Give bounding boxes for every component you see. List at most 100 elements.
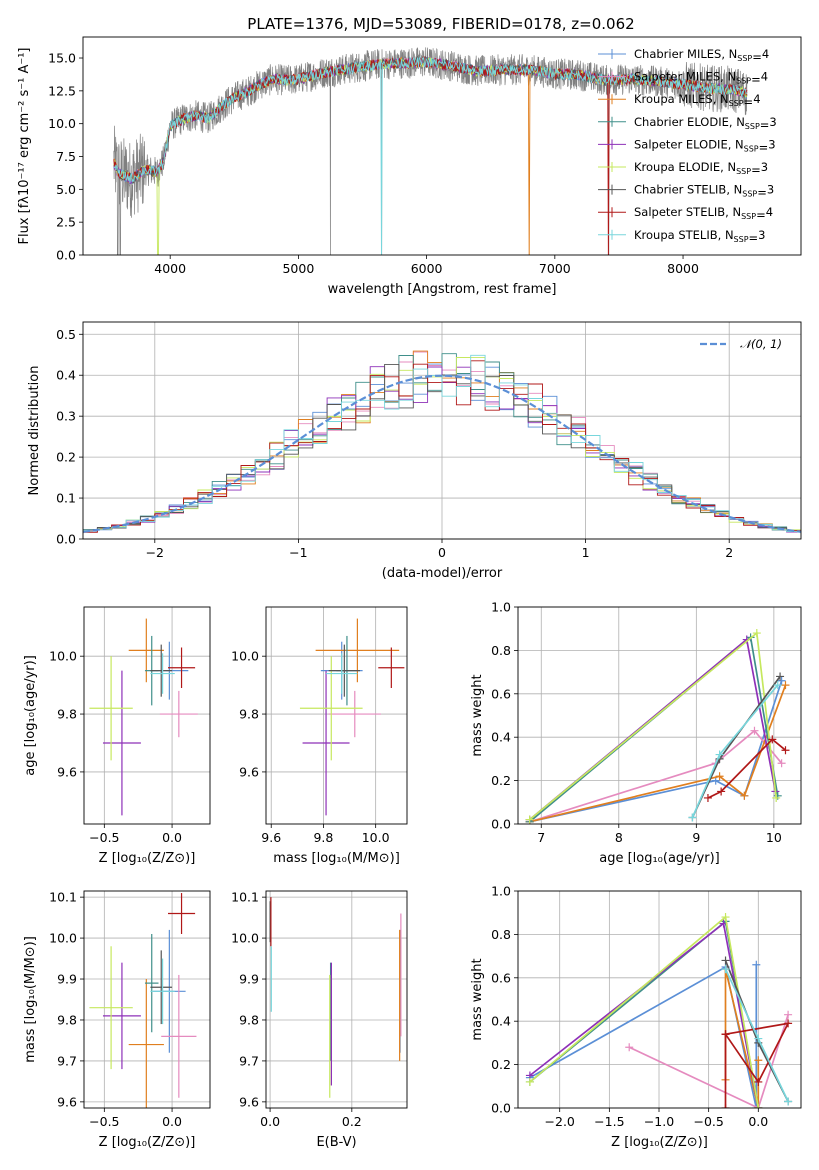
residual-histogram-9 bbox=[83, 354, 801, 533]
x-tick-label: 0 bbox=[438, 545, 446, 560]
x-tick-label: 4000 bbox=[154, 261, 186, 276]
y-axis-label: mass weight bbox=[470, 958, 485, 1040]
legend-n-ssp: 3 bbox=[767, 183, 774, 197]
x-axis-label: E(B-V) bbox=[316, 1135, 356, 1150]
mass-weight-marker-9 bbox=[784, 1097, 793, 1106]
mass-weight-marker-1 bbox=[777, 676, 786, 685]
x-tick-label: −2 bbox=[146, 545, 164, 560]
legend-model-name: Kroupa STELIB bbox=[634, 228, 718, 242]
y-tick-label: 0.0 bbox=[56, 248, 76, 263]
x-axis-label: Z [log₁₀(Z/Z⊙)] bbox=[611, 1135, 708, 1150]
axes-frame bbox=[265, 606, 408, 825]
mass-weight-line-1 bbox=[529, 680, 783, 823]
y-tick-label: 9.8 bbox=[239, 1012, 259, 1027]
legend-ssp-subscript: SSP bbox=[745, 122, 760, 131]
panel-spectrum: 4000 5000 6000 7000 8000 0.0 2.5 5.0 7.5 10.0 12.5… bbox=[17, 36, 802, 297]
legend-n-symbol: N bbox=[725, 228, 734, 242]
y-tick-label: 1.0 bbox=[491, 884, 511, 899]
x-tick-label: 7 bbox=[537, 830, 545, 845]
mass-weight-marker-3 bbox=[740, 791, 749, 800]
mass-weight-marker-2 bbox=[750, 726, 759, 735]
x-tick-label: 0.0 bbox=[162, 830, 182, 845]
mass-weight-marker-8 bbox=[754, 1077, 763, 1086]
x-tick-label: 2 bbox=[725, 545, 733, 560]
y-tick-label: 0.5 bbox=[56, 327, 76, 342]
mass-weight-line-2 bbox=[529, 729, 783, 823]
x-tick-label: −1.0 bbox=[644, 1114, 674, 1129]
mass-weight-marker-2 bbox=[625, 1043, 634, 1052]
y-tick-label: 1.0 bbox=[491, 600, 511, 615]
mass-weight-marker-6 bbox=[754, 1104, 763, 1108]
mass-weight-marker-3 bbox=[715, 772, 724, 781]
legend-ssp-subscript: SSP bbox=[742, 190, 757, 199]
legend-model-name: Chabrier MILES bbox=[634, 47, 721, 61]
mass-weight-marker-6 bbox=[525, 815, 534, 824]
legend-n-symbol: N bbox=[735, 137, 744, 151]
mass-weight-marker-8 bbox=[721, 1104, 730, 1108]
x-tick-label: 0.0 bbox=[162, 1114, 182, 1129]
y-tick-label: 0.2 bbox=[56, 450, 76, 465]
y-tick-label: 0.4 bbox=[491, 730, 511, 745]
y-tick-label: 7.5 bbox=[56, 149, 76, 164]
y-tick-label: 10.0 bbox=[231, 931, 259, 946]
mass-weight-marker-9 bbox=[715, 750, 724, 759]
y-tick-label: 0.4 bbox=[56, 368, 76, 383]
y-tick-label: 9.8 bbox=[239, 707, 259, 722]
legend-n-ssp: 4 bbox=[753, 92, 760, 106]
mass-weight-marker-8 bbox=[721, 1030, 730, 1039]
y-tick-label: 5.0 bbox=[56, 182, 76, 197]
y-tick-label: 0.0 bbox=[491, 817, 511, 832]
panel-massweight-vs-age: 7 8 9 10 0.0 0.2 0.4 0.6 0.8 1.0 age [log₁₀(age/yr… bbox=[470, 600, 802, 866]
plot-area bbox=[83, 350, 801, 535]
mass-weight-marker-3 bbox=[754, 1056, 763, 1065]
model-spectrum-9 bbox=[113, 56, 748, 255]
legend-entry: Chabrier STELIB, NSSP=3 bbox=[634, 183, 774, 200]
legend-model-name: Salpeter STELIB bbox=[634, 205, 725, 219]
mass-weight-marker-2 bbox=[784, 1010, 793, 1019]
y-tick-label: 0.6 bbox=[491, 686, 511, 701]
mass-weight-marker-8 bbox=[703, 793, 712, 802]
legend-model-name: Chabrier STELIB bbox=[634, 183, 726, 197]
y-tick-label: 9.6 bbox=[57, 1094, 77, 1109]
mass-weight-line-8 bbox=[707, 738, 787, 799]
reference-legend-label: 𝒩(0, 1) bbox=[740, 337, 782, 351]
legend-n-symbol: N bbox=[729, 47, 738, 61]
x-tick-label: 6000 bbox=[411, 261, 443, 276]
figure-title: PLATE=1376, MJD=53089, FIBERID=0178, z=0… bbox=[247, 15, 634, 33]
x-tick-label: 10.0 bbox=[362, 830, 390, 845]
panel-age-vs-Z: −0.5 0.0 9.6 9.8 10.0 Z [log₁₀(Z/Z⊙)] age [log… bbox=[23, 606, 211, 866]
mass-weight-marker-7 bbox=[721, 956, 730, 965]
legend-entry: Salpeter MILES, NSSP=4 bbox=[634, 70, 768, 87]
x-tick-label: 9 bbox=[692, 830, 700, 845]
panel-age-vs-mass: 9.6 9.8 10.0 9.6 9.8 10.0 mass [log₁₀(M/M⊙)] bbox=[231, 606, 408, 866]
legend-n-symbol: N bbox=[727, 70, 736, 84]
y-tick-label: 15.0 bbox=[48, 51, 76, 66]
panel-mass-vs-ebv: 0.0 0.2 9.6 9.7 9.8 9.9 10.0 10.1 E(B-V) bbox=[231, 890, 408, 1150]
x-axis-label: Z [log₁₀(Z/Z⊙)] bbox=[99, 1135, 196, 1150]
mass-weight-marker-3 bbox=[781, 681, 790, 690]
legend-model-name: Salpeter ELODIE bbox=[634, 137, 728, 151]
y-tick-label: 0.2 bbox=[491, 773, 511, 788]
mass-weight-marker-9 bbox=[721, 965, 730, 974]
x-tick-label: −1 bbox=[289, 545, 307, 560]
axes-frame bbox=[82, 321, 802, 540]
x-tick-label: −0.5 bbox=[89, 1114, 119, 1129]
y-axis-label: mass [log₁₀(M/M⊙)] bbox=[23, 936, 38, 1063]
axes-frame bbox=[83, 890, 211, 1109]
spectrum-legend: Chabrier MILES, NSSP=4 Salpeter MILES, NS… bbox=[598, 47, 777, 245]
normal-reference-curve bbox=[83, 374, 801, 533]
panels-group: 4000 5000 6000 7000 80000.02.55.07.510.012.5… bbox=[17, 36, 802, 1150]
plot-area bbox=[113, 47, 748, 255]
y-tick-label: 9.8 bbox=[57, 707, 77, 722]
legend-n-ssp: 3 bbox=[758, 228, 765, 242]
y-tick-label: 9.9 bbox=[239, 972, 259, 987]
plot-area bbox=[89, 618, 198, 816]
mass-weight-marker-9 bbox=[688, 813, 697, 822]
mass-weight-marker-9 bbox=[754, 1034, 763, 1043]
legend-n-ssp: 4 bbox=[762, 47, 769, 61]
legend-n-ssp: 4 bbox=[766, 205, 773, 219]
x-tick-label: 0.2 bbox=[342, 1114, 362, 1129]
x-tick-label: 10 bbox=[766, 830, 782, 845]
y-tick-label: 0.0 bbox=[56, 532, 76, 547]
